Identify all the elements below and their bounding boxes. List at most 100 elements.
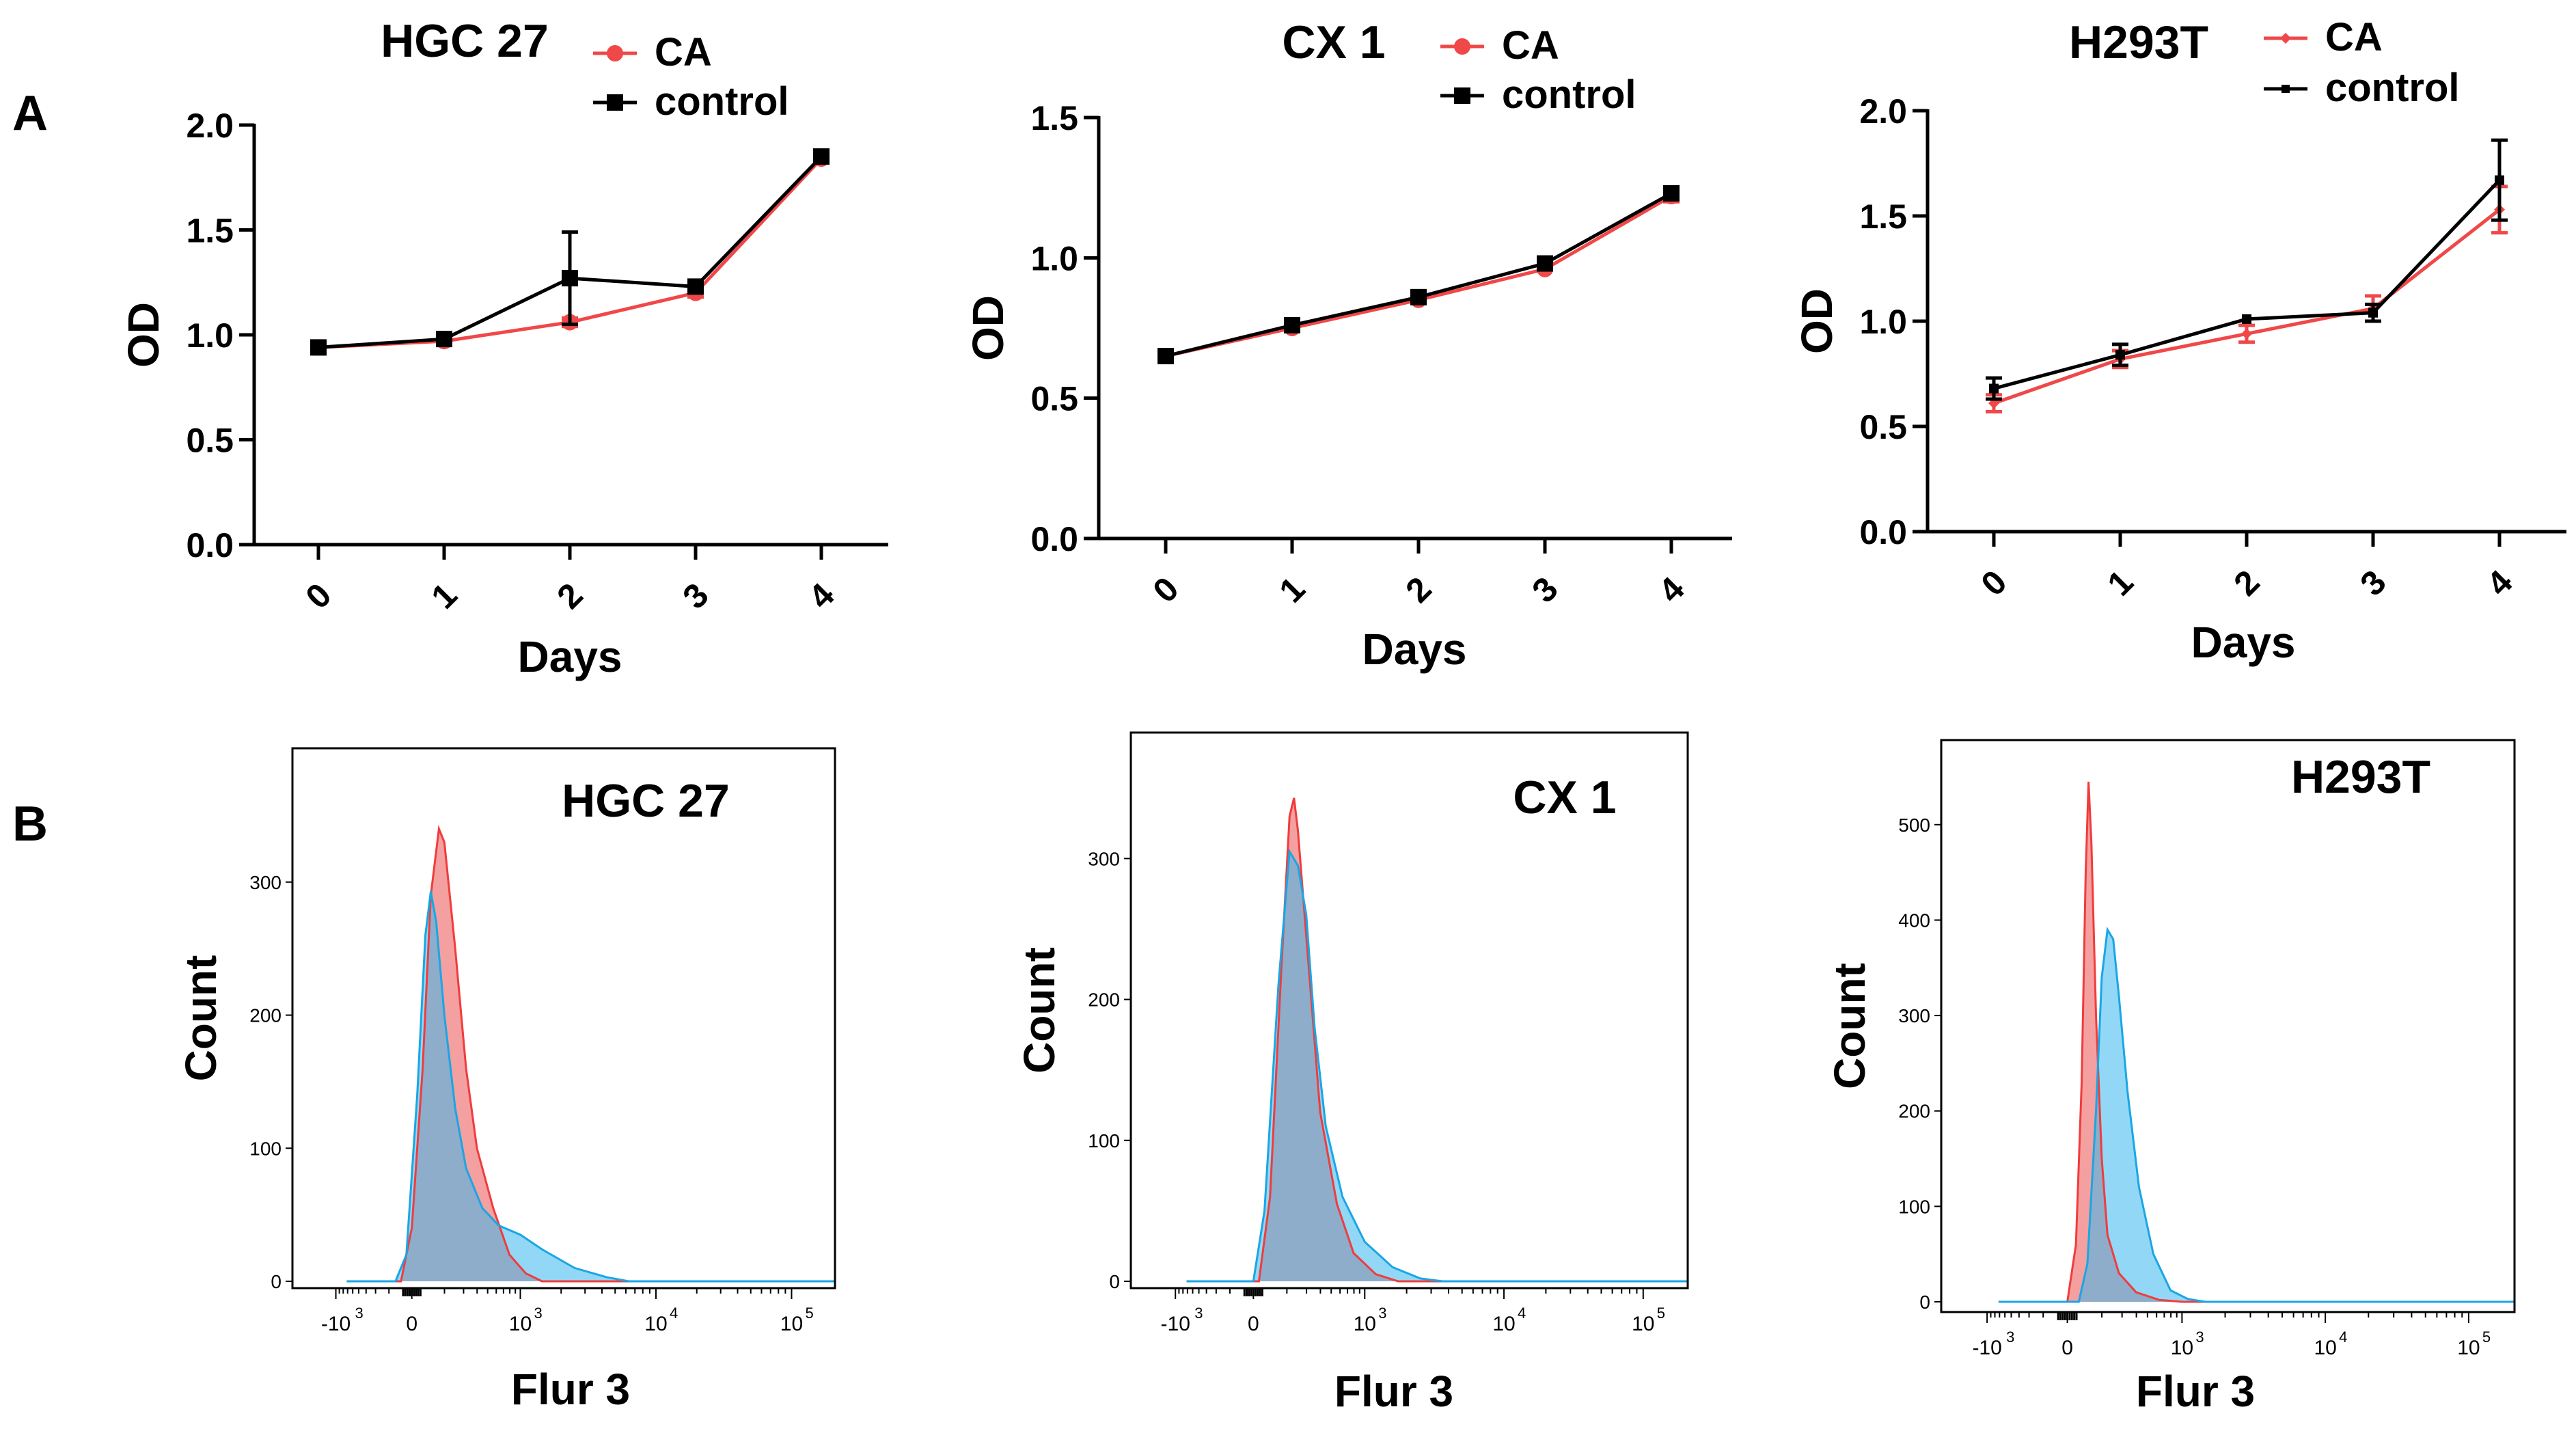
- data-point: [1989, 383, 1999, 394]
- y-tick-label: 100: [1898, 1196, 1930, 1217]
- data-point: [2241, 328, 2252, 340]
- plot-frame: [291, 747, 836, 1289]
- x-tick-label: 10: [1354, 1313, 1376, 1335]
- x-tick-exponent: 3: [2006, 1328, 2014, 1346]
- y-tick-label: 1.0: [1859, 303, 1907, 341]
- x-tick-label: -10: [321, 1313, 351, 1335]
- histogram-fill-blue: [346, 891, 835, 1281]
- y-tick-label: 200: [1898, 1101, 1930, 1122]
- x-tick-exponent: 3: [534, 1305, 542, 1322]
- histogram-fill-blue: [1998, 929, 2515, 1302]
- x-tick-label: 0: [2061, 1337, 2073, 1359]
- y-axis-title: OD: [963, 295, 1013, 361]
- chart-title: H293T: [2291, 751, 2430, 803]
- legend-label: CA: [1502, 23, 1559, 68]
- panel-letter-a: A: [12, 86, 48, 141]
- data-point: [562, 270, 578, 287]
- x-axis-title: Flur 3: [511, 1365, 630, 1414]
- chart-title: H293T: [2069, 16, 2208, 68]
- y-tick-label: 0: [271, 1271, 282, 1292]
- data-point: [2115, 350, 2125, 360]
- x-tick-exponent: 3: [1378, 1305, 1386, 1322]
- data-point: [1663, 185, 1680, 202]
- x-tick-label: 10: [1492, 1313, 1515, 1335]
- y-tick-label: 0.0: [186, 526, 234, 564]
- data-point: [2495, 175, 2504, 185]
- legend-label: CA: [2325, 15, 2383, 59]
- panel-letter-b: B: [12, 797, 48, 851]
- y-tick-label: 200: [249, 1005, 282, 1026]
- x-tick-label: 10: [509, 1313, 532, 1335]
- y-axis-title: Count: [176, 955, 225, 1082]
- y-tick-label: 0: [1109, 1271, 1120, 1292]
- x-tick-exponent: 4: [670, 1305, 678, 1322]
- x-tick-exponent: 4: [1518, 1305, 1526, 1322]
- y-tick-label: 2.0: [1859, 92, 1907, 131]
- data-point: [1537, 255, 1553, 272]
- y-axis-title: Count: [1015, 947, 1064, 1074]
- legend-label: CA: [655, 30, 712, 74]
- y-tick-label: 0.5: [1859, 408, 1907, 446]
- data-point: [1157, 348, 1174, 365]
- legend-marker: [607, 45, 623, 62]
- x-axis-title: Days: [1362, 625, 1467, 674]
- x-axis-title: Days: [2191, 618, 2296, 667]
- chart-title: HGC 27: [562, 775, 730, 827]
- x-tick-label: -10: [1161, 1313, 1190, 1335]
- x-tick-label: 10: [2171, 1337, 2193, 1359]
- chart-title: HGC 27: [381, 15, 549, 67]
- y-tick-label: 0: [1919, 1292, 1930, 1313]
- x-tick-exponent: 3: [355, 1305, 364, 1322]
- y-tick-label: 200: [1088, 990, 1120, 1011]
- y-axis-title: OD: [119, 302, 168, 368]
- y-tick-label: 0.0: [1859, 513, 1907, 551]
- x-tick-exponent: 5: [805, 1305, 813, 1322]
- x-tick-exponent: 3: [2195, 1328, 2204, 1346]
- legend-label: control: [2325, 66, 2460, 110]
- series-control: [310, 148, 830, 356]
- y-tick-label: 1.5: [1859, 197, 1907, 236]
- legend-marker: [607, 94, 623, 111]
- legend-marker: [1454, 38, 1470, 55]
- y-tick-label: 2.0: [186, 107, 234, 145]
- series-control: [1157, 185, 1680, 365]
- x-tick-exponent: 3: [1194, 1305, 1203, 1322]
- chart-title: CX 1: [1513, 772, 1616, 823]
- legend-label: control: [655, 79, 789, 124]
- data-point: [687, 278, 704, 295]
- y-tick-label: 0.0: [1030, 520, 1078, 558]
- y-tick-label: 100: [1088, 1130, 1120, 1151]
- histogram-outline-blue: [346, 891, 835, 1283]
- x-tick-label: -10: [1972, 1337, 2001, 1359]
- x-axis-title: Flur 3: [1334, 1367, 1453, 1416]
- x-tick-label: 10: [1632, 1313, 1654, 1335]
- y-tick-label: 0.5: [186, 422, 234, 460]
- x-tick-label: 10: [2457, 1337, 2480, 1359]
- x-axis-title: Days: [518, 632, 622, 681]
- legend-marker: [2282, 85, 2290, 93]
- x-tick-label: 0: [406, 1313, 417, 1335]
- x-tick-label: 10: [2314, 1337, 2336, 1359]
- data-point: [813, 148, 830, 165]
- legend: CA control: [593, 30, 789, 124]
- y-tick-label: 400: [1898, 910, 1930, 931]
- legend-label: control: [1502, 72, 1636, 117]
- y-axis-title: OD: [1792, 288, 1841, 354]
- y-tick-label: 1.0: [186, 316, 234, 355]
- histogram-fill-red: [346, 828, 835, 1281]
- data-point: [310, 339, 327, 356]
- data-point: [2368, 308, 2378, 318]
- plot-frame: [1940, 739, 2516, 1313]
- histogram-outline-blue: [1998, 926, 2515, 1303]
- y-tick-label: 1.0: [1030, 239, 1078, 277]
- y-tick-label: 1.5: [1030, 99, 1078, 137]
- legend: CA control: [2264, 15, 2460, 110]
- histogram-outline-red: [346, 824, 835, 1283]
- y-tick-label: 300: [1088, 848, 1120, 869]
